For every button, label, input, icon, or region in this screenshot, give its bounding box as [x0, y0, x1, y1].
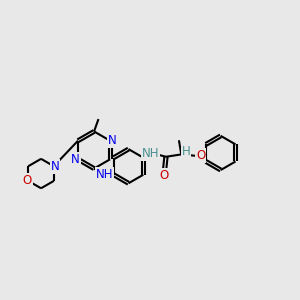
- Text: NH: NH: [96, 168, 113, 181]
- Text: N: N: [108, 134, 117, 147]
- Text: H: H: [182, 145, 190, 158]
- Text: N: N: [51, 160, 59, 173]
- Text: O: O: [160, 169, 169, 182]
- Text: N: N: [71, 153, 80, 166]
- Text: NH: NH: [142, 147, 159, 160]
- Text: O: O: [22, 174, 32, 188]
- Text: O: O: [196, 149, 205, 162]
